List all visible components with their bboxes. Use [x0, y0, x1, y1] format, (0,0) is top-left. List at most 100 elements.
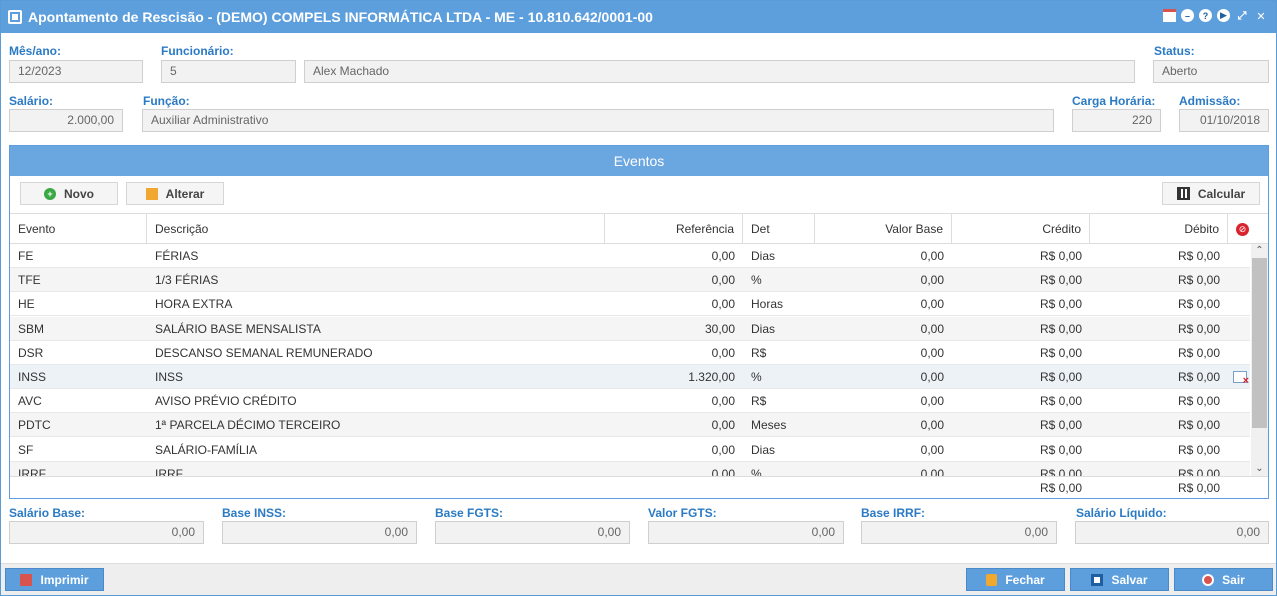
cell-credito: R$ 0,00	[1039, 466, 1082, 476]
funcionario-name-field[interactable]: Alex Machado	[304, 60, 1135, 83]
total-debito: R$ 0,00	[1177, 481, 1220, 495]
scroll-down-icon[interactable]: ⌄	[1255, 463, 1264, 474]
minimize-icon[interactable]: –	[1181, 9, 1194, 22]
cell-credito: R$ 0,00	[1039, 394, 1082, 409]
cell-referencia: 0,00	[711, 394, 735, 409]
cell-valor-base: 0,00	[920, 418, 944, 433]
title-bar: Apontamento de Rescisão - (DEMO) COMPELS…	[1, 1, 1276, 33]
imprimir-button-label: Imprimir	[40, 572, 89, 587]
valor-fgts-label: Valor FGTS:	[648, 506, 717, 520]
cell-valor-base: 0,00	[920, 345, 944, 360]
table-row[interactable]: SF SALÁRIO-FAMÍLIA 0,00 Dias 0,00 R$ 0,00 R$ 0…	[10, 438, 1250, 462]
cell-valor-base: 0,00	[920, 394, 944, 409]
calculator-icon	[1176, 187, 1190, 200]
cell-det: %	[751, 466, 762, 476]
imprimir-button[interactable]: Imprimir	[5, 568, 104, 591]
table-row[interactable]: PDTC 1ª PARCELA DÉCIMO TERCEIRO 0,00 Meses 0…	[10, 413, 1250, 438]
cell-credito: R$ 0,00	[1039, 418, 1082, 433]
scroll-thumb[interactable]	[1252, 258, 1267, 428]
table-row[interactable]: FE FÉRIAS 0,00 Dias 0,00 R$ 0,00 R$ 0,00	[10, 244, 1250, 268]
cell-credito: R$ 0,00	[1039, 273, 1082, 288]
remove-column-icon[interactable]: ⊘	[1236, 223, 1249, 236]
salario-base-label: Salário Base:	[9, 506, 86, 520]
expand-icon[interactable]: ⤢	[1237, 9, 1247, 22]
cell-det: %	[751, 370, 762, 384]
table-row[interactable]: DSR DESCANSO SEMANAL REMUNERADO 0,00 R$ 0,00…	[10, 341, 1250, 365]
exit-icon	[1202, 573, 1215, 586]
salario-field[interactable]: 2.000,00	[9, 109, 123, 132]
cell-det: R$	[751, 394, 767, 409]
col-det[interactable]: Det	[743, 214, 815, 244]
cell-descricao: FÉRIAS	[155, 249, 199, 263]
col-descricao[interactable]: Descrição	[147, 214, 605, 244]
play-icon[interactable]: ▶	[1217, 9, 1230, 22]
carga-horaria-label: Carga Horária:	[1072, 94, 1156, 108]
cell-credito: R$ 0,00	[1039, 249, 1082, 263]
cell-valor-base: 0,00	[920, 297, 944, 312]
cell-det: Dias	[751, 249, 776, 263]
alterar-button-label: Alterar	[165, 186, 205, 201]
cell-descricao: IRRF	[155, 466, 183, 476]
table-row[interactable]: INSS INSS 1.320,00% 0,00 R$ 0,00 R$ 0,00	[10, 365, 1250, 389]
col-evento[interactable]: Evento	[10, 214, 147, 244]
base-fgts-field[interactable]: 0,00	[435, 521, 630, 544]
base-irrf-field[interactable]: 0,00	[861, 521, 1057, 544]
cell-referencia: 0,00	[711, 418, 735, 433]
cell-det: %	[751, 273, 762, 288]
salario-base-field[interactable]: 0,00	[9, 521, 204, 544]
fechar-button[interactable]: Fechar	[966, 568, 1065, 591]
cell-debito: R$ 0,00	[1177, 418, 1220, 433]
alterar-button[interactable]: Alterar	[126, 182, 224, 205]
cell-descricao: 1/3 FÉRIAS	[155, 273, 219, 288]
cell-det: Dias	[751, 321, 776, 336]
cell-debito: R$ 0,00	[1177, 321, 1220, 336]
table-row[interactable]: TFE 1/3 FÉRIAS 0,00% 0,00 R$ 0,00 R$ 0,00	[10, 268, 1250, 293]
funcao-field[interactable]: Auxiliar Administrativo	[142, 109, 1054, 132]
col-valor-base[interactable]: Valor Base	[815, 214, 952, 244]
cell-debito: R$ 0,00	[1177, 442, 1220, 457]
cell-credito: R$ 0,00	[1039, 321, 1082, 336]
admissao-label: Admissão:	[1179, 94, 1241, 108]
cell-evento: FE	[18, 249, 34, 263]
cell-evento: SF	[18, 442, 34, 457]
table-row[interactable]: IRRF IRRF 0,00% 0,00 R$ 0,00 R$ 0,00	[10, 461, 1250, 476]
mes-ano-field[interactable]: 12/2023	[9, 60, 143, 83]
table-row[interactable]: SBM SALÁRIO BASE MENSALISTA 30,00 Dias 0,00 R…	[10, 316, 1250, 341]
cell-referencia: 0,00	[711, 249, 735, 263]
sair-button[interactable]: Sair	[1174, 568, 1273, 591]
calcular-button[interactable]: Calcular	[1162, 182, 1260, 205]
status-field[interactable]: Aberto	[1153, 60, 1269, 83]
grid-body: FE FÉRIAS 0,00 Dias 0,00 R$ 0,00 R$ 0,00 TFE 1/3…	[10, 244, 1250, 476]
novo-button[interactable]: + Novo	[20, 182, 118, 205]
base-inss-label: Base INSS:	[222, 506, 287, 520]
close-icon[interactable]: ✕	[1256, 10, 1266, 23]
salario-liquido-field[interactable]: 0,00	[1075, 521, 1269, 544]
pencil-icon	[145, 187, 158, 200]
admissao-field[interactable]: 01/10/2018	[1179, 109, 1269, 132]
base-inss-field[interactable]: 0,00	[222, 521, 417, 544]
cell-evento: PDTC	[18, 418, 51, 433]
help-icon[interactable]: ?	[1199, 9, 1212, 22]
cell-descricao: AVISO PRÉVIO CRÉDITO	[155, 394, 297, 409]
valor-fgts-field[interactable]: 0,00	[648, 521, 844, 544]
grid-scrollbar[interactable]: ⌃ ⌄	[1251, 244, 1268, 476]
funcionario-code-field[interactable]: 5	[161, 60, 296, 83]
col-credito[interactable]: Crédito	[952, 214, 1090, 244]
lock-icon	[986, 573, 998, 586]
col-referencia[interactable]: Referência	[605, 214, 743, 244]
cell-credito: R$ 0,00	[1039, 442, 1082, 457]
calendar-icon[interactable]	[1163, 9, 1176, 22]
delete-row-icon[interactable]	[1233, 371, 1249, 387]
cell-valor-base: 0,00	[920, 273, 944, 288]
table-row[interactable]: HE HORA EXTRA 0,00 Horas 0,00 R$ 0,00 R$ 0,00	[10, 292, 1250, 317]
scroll-up-icon[interactable]: ⌃	[1255, 245, 1264, 256]
pdf-icon	[20, 573, 33, 586]
cell-evento: AVC	[18, 394, 42, 409]
col-actions: ⊘	[1228, 214, 1268, 244]
salvar-button[interactable]: Salvar	[1070, 568, 1169, 591]
col-debito[interactable]: Débito	[1090, 214, 1228, 244]
cell-descricao: INSS	[155, 370, 184, 384]
cell-evento: TFE	[18, 273, 41, 288]
carga-horaria-field[interactable]: 220	[1072, 109, 1161, 132]
table-row[interactable]: AVC AVISO PRÉVIO CRÉDITO 0,00 R$ 0,00 R$ 0,00…	[10, 389, 1250, 414]
